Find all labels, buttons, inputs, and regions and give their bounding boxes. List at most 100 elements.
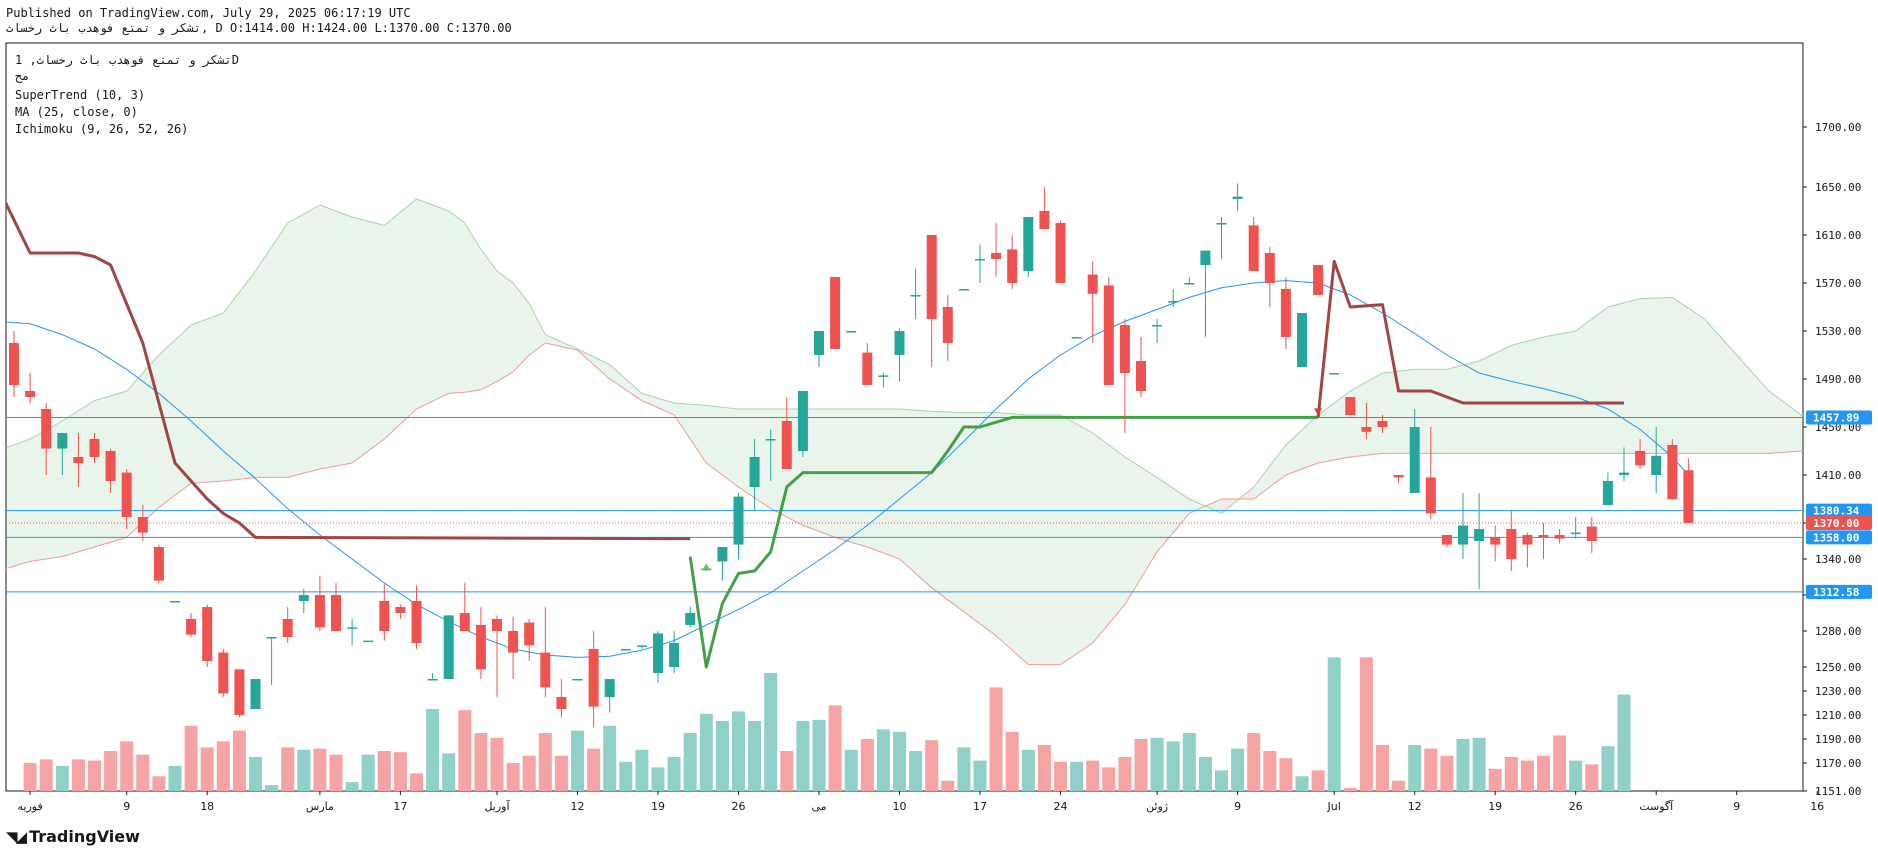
candle-body [749,457,760,487]
candle-body [170,601,180,603]
candle-body [395,607,406,613]
x-tick-label: 24 [1054,800,1068,813]
volume-bar [941,780,955,791]
volume-bar [1392,780,1406,791]
candle-body [1683,470,1694,523]
candle-body [1264,253,1275,283]
volume-bar [281,747,295,791]
y-tick-label: 1210.00 [1815,709,1861,722]
candle-body [894,331,905,355]
legend-ichimoku[interactable]: Ichimoku (9, 26, 52, 26) [15,122,189,136]
legend-supertrend[interactable]: SuperTrend (10, 3) [15,88,146,102]
y-tick-label: 1410.00 [1815,469,1861,482]
candle-body [604,679,615,697]
volume-bar [1150,737,1164,791]
cloud-segment [352,217,385,463]
y-tick-label: 1151.00 [1815,785,1861,798]
volume-bar [232,730,246,791]
volume-bar [136,754,150,791]
volume-bar [603,725,617,791]
candle-body [1280,289,1291,337]
volume-bar [88,760,101,791]
candle-body [1039,211,1050,229]
cloud-segment [1640,297,1673,454]
volume-bar [1569,760,1583,791]
candle-body [685,613,696,625]
cloud-segment [1672,297,1705,454]
cloud-segment [1446,361,1480,454]
x-tick-label: آوریل [484,799,510,813]
y-tick-label: 1280.00 [1815,625,1861,638]
candle-body [717,547,728,562]
candle-body [137,517,148,533]
volume-bar [1054,761,1067,791]
candle-body [653,633,663,673]
x-tick-label: 18 [200,800,214,813]
cloud-segment [867,409,900,559]
volume-bar [393,752,407,791]
candle-body [540,652,551,688]
candle-body [266,637,277,639]
candle-body [1232,196,1243,199]
candle-body [218,652,229,694]
candle-body [186,619,197,635]
supertrend-line [6,200,691,541]
candle-body [363,640,374,643]
volume-bar [152,776,166,791]
plot-area [6,183,1803,791]
candle-body [41,409,52,449]
volume-bar [619,761,633,791]
candle-body [1248,225,1259,271]
volume-bar [1102,767,1116,791]
y-tick-label: 1230.00 [1815,685,1861,698]
candle-body [105,451,116,481]
candle-body [1522,535,1533,545]
x-tick-label: 12 [571,800,585,813]
tradingview-logo-text: TradingView [29,827,140,846]
candle-body [1651,455,1662,475]
volume-bar [490,737,504,791]
volume-bar [1021,749,1035,791]
x-tick-label: آگوست [1639,799,1674,813]
y-tick-label: 1490.00 [1815,373,1861,386]
volume-bar [1086,760,1100,791]
candle-body [620,649,631,651]
legend-symbol: تشکر و تمتع فوهدب باث رخساث, 1D [15,53,239,67]
volume-bar [909,751,923,791]
volume-bar [1424,748,1438,791]
volume-bar [667,757,681,791]
candle-body [991,253,1002,259]
volume-bar [1198,757,1212,791]
volume-bar [732,711,745,791]
x-tick-label: می [811,800,826,813]
x-tick-label: ژوئن [1146,800,1168,813]
candle-body [459,613,470,631]
candle-body [314,595,325,628]
volume-bar [1408,745,1422,791]
x-tick-label: 9 [1733,800,1740,813]
cloud-segment [191,313,224,484]
volume-bar [764,673,778,791]
cloud-segment [30,421,63,562]
candle-body [282,619,293,637]
supertrend-sell-arrow [1314,408,1323,416]
candle-body [57,433,68,449]
cloud-segment [1285,415,1319,475]
cloud-segment [1511,337,1544,454]
candle-body [910,295,921,297]
candle-body [9,343,19,385]
volume-bar [1504,757,1518,791]
cloud-segment [1028,415,1061,665]
price-level-label-bg [1806,503,1872,518]
cloud-span-a [6,198,1803,514]
cloud-segment [1704,319,1737,454]
candle-body [1554,535,1565,539]
price-level-label-bg [1806,516,1872,530]
cloud-segment [480,249,497,390]
candle-body [427,679,438,681]
volume-bar [1520,760,1534,791]
volume-bar [1343,788,1357,791]
candle-body [443,615,454,679]
legend-ma[interactable]: MA (25, close, 0) [15,105,138,119]
